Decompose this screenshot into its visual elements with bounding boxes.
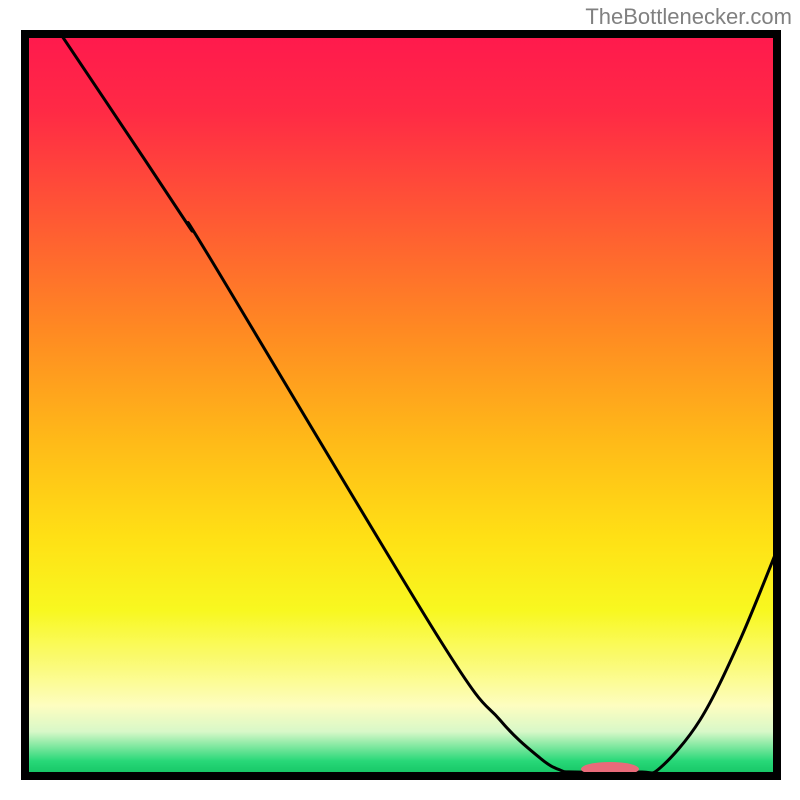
bottleneck-chart: TheBottlenecker.com [0,0,800,800]
chart-svg [0,0,800,800]
watermark-text: TheBottlenecker.com [585,4,792,30]
gradient-background [29,38,773,772]
